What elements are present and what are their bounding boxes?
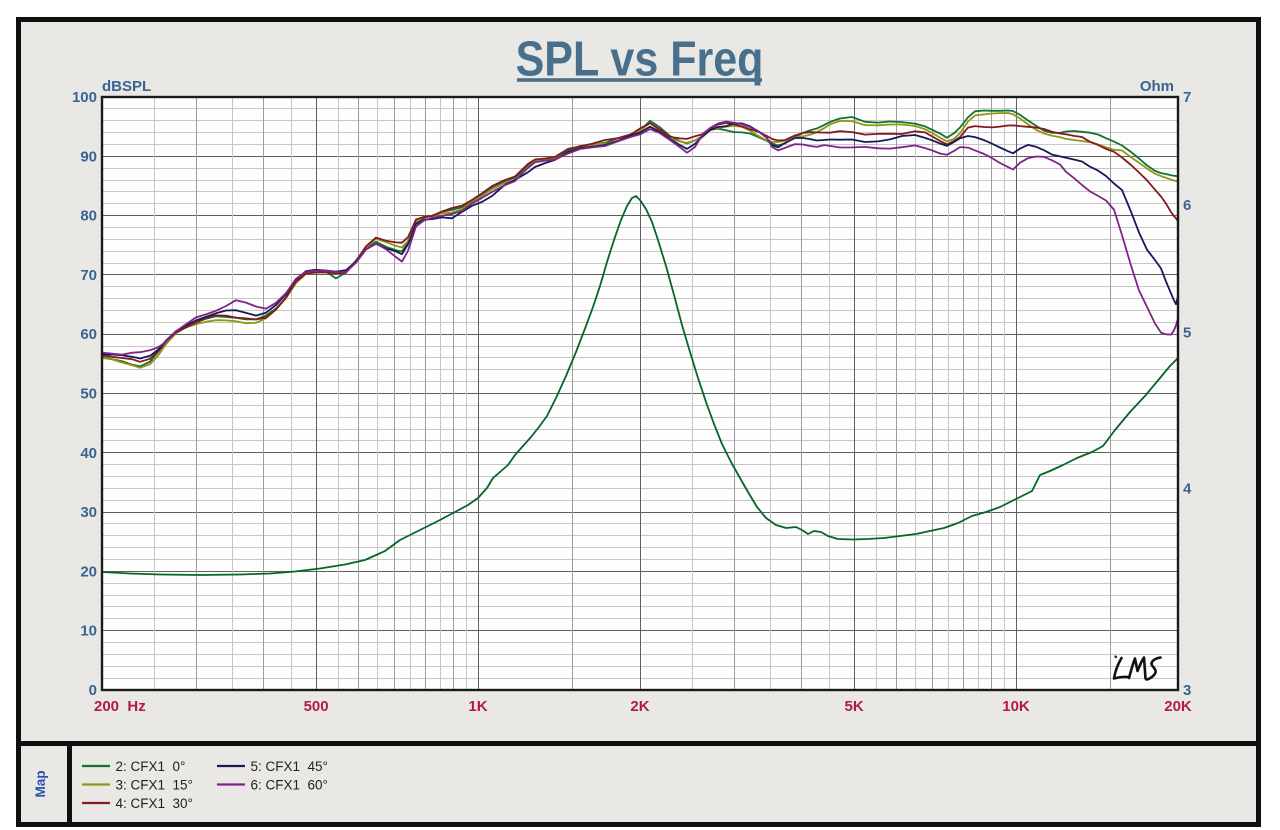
svg-text:5K: 5K — [845, 698, 864, 715]
svg-text:20K: 20K — [1164, 698, 1192, 715]
svg-text:50: 50 — [80, 386, 97, 403]
svg-text:5: 5 — [1183, 325, 1191, 342]
svg-text:100: 100 — [72, 89, 97, 106]
svg-text:70: 70 — [80, 267, 97, 284]
svg-text:80: 80 — [80, 208, 97, 225]
svg-text:7: 7 — [1183, 89, 1191, 106]
svg-text:5: CFX1 45°: 5: CFX1 45° — [251, 759, 328, 774]
svg-text:500: 500 — [304, 698, 329, 715]
svg-text:10K: 10K — [1002, 698, 1030, 715]
svg-text:1K: 1K — [468, 698, 487, 715]
svg-text:30: 30 — [80, 504, 97, 521]
svg-text:90: 90 — [80, 148, 97, 165]
svg-text:dBSPL: dBSPL — [102, 78, 151, 95]
svg-text:Ohm: Ohm — [1140, 78, 1174, 95]
svg-text:6: CFX1 60°: 6: CFX1 60° — [251, 777, 328, 792]
svg-text:Map: Map — [33, 771, 48, 798]
svg-text:2K: 2K — [630, 698, 649, 715]
svg-text:3: 3 — [1183, 682, 1191, 699]
svg-text:60: 60 — [80, 326, 97, 343]
svg-text:20: 20 — [80, 563, 97, 580]
svg-text:4: CFX1 30°: 4: CFX1 30° — [116, 796, 193, 811]
svg-text:10: 10 — [80, 623, 97, 640]
svg-text:200 Hz: 200 Hz — [94, 698, 146, 715]
svg-text:6: 6 — [1183, 197, 1191, 214]
svg-text:40: 40 — [80, 445, 97, 462]
svg-text:0: 0 — [89, 682, 97, 699]
svg-text:3: CFX1 15°: 3: CFX1 15° — [116, 777, 193, 792]
svg-text:4: 4 — [1183, 481, 1192, 498]
svg-text:SPL vs Freq: SPL vs Freq — [516, 31, 764, 86]
svg-text:2: CFX1 0°: 2: CFX1 0° — [116, 759, 186, 774]
